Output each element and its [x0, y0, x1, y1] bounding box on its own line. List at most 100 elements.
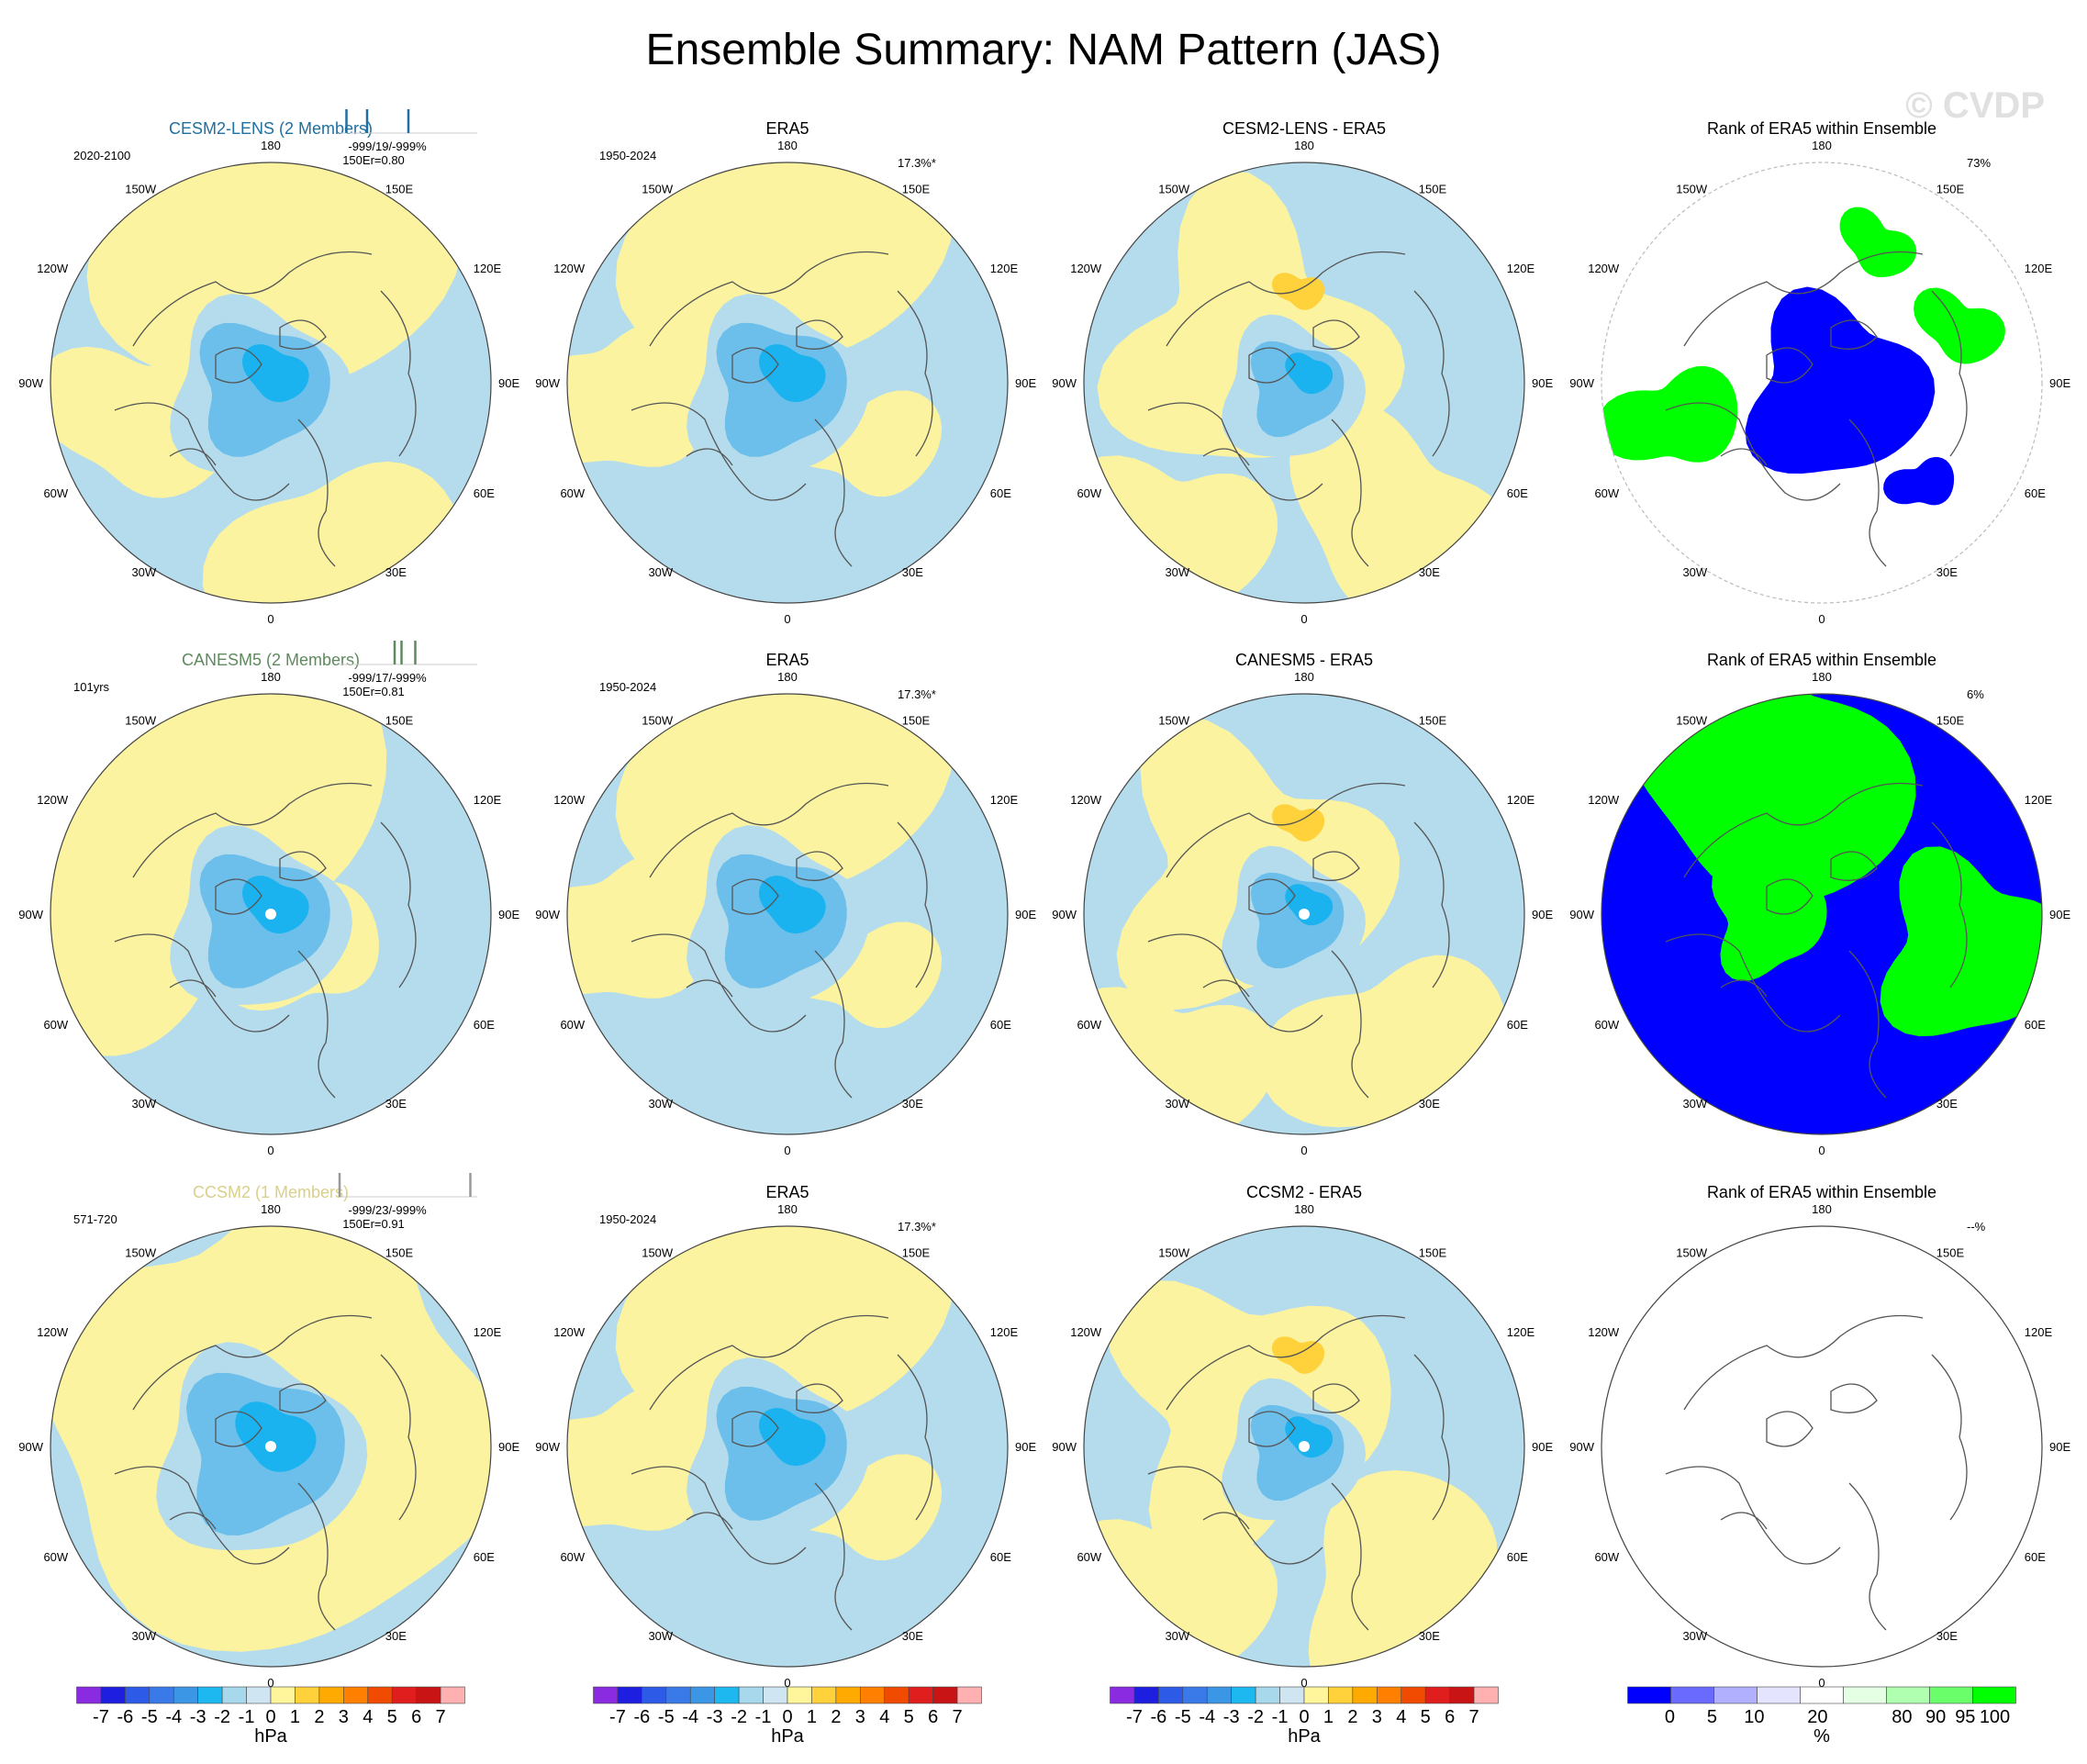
colorbar-tick-label: 5: [387, 1707, 397, 1727]
lon-label-l60: 60W: [1077, 486, 1101, 500]
lon-label-r90: 90E: [1532, 908, 1553, 921]
map-boundary: [50, 693, 492, 1135]
lon-label-top: 180: [261, 1202, 281, 1216]
lon-label-l150: 150W: [642, 714, 674, 728]
colorbar-swatch: [1929, 1686, 1973, 1704]
map-boundary: [1601, 162, 2043, 604]
lon-label-l150: 150W: [1158, 183, 1190, 196]
colorbar-tick-label: 0: [782, 1707, 792, 1727]
lon-label-bottom: 0: [1818, 612, 1825, 626]
colorbar-tick-label: 5: [1707, 1707, 1717, 1727]
colorbar-swatch: [1972, 1686, 2016, 1704]
lon-label-r30: 30E: [385, 1097, 407, 1111]
lon-label-l120: 120W: [1070, 793, 1102, 807]
colorbar-swatch: [440, 1686, 465, 1704]
lon-label-r30: 30E: [1936, 1097, 1958, 1111]
lon-label-l60: 60W: [1594, 1018, 1619, 1032]
colorbar-swatch: [617, 1686, 642, 1704]
lon-label-r90: 90E: [1015, 908, 1036, 921]
lon-label-l90: 90W: [1569, 376, 1594, 390]
map-field: [50, 694, 491, 1134]
colorbar-swatch: [76, 1686, 102, 1704]
colorbar-tick-label: -4: [1199, 1707, 1215, 1727]
member-tick-strip: [338, 1173, 477, 1198]
stats-label: -999/23/-999%: [348, 1203, 427, 1217]
period-label: 1950-2024: [599, 149, 656, 162]
lon-label-l120: 120W: [553, 793, 586, 807]
lon-label-l30: 30W: [131, 565, 156, 579]
colorbar-swatch: [665, 1686, 691, 1704]
lon-label-bottom: 0: [784, 1676, 790, 1690]
lon-label-r30: 30E: [1936, 565, 1958, 579]
colorbar-unit: hPa: [771, 1726, 804, 1747]
pole-hole: [265, 909, 276, 920]
coastline: [631, 251, 933, 567]
colorbar-swatch: [1670, 1686, 1714, 1704]
lon-label-l30: 30W: [1165, 565, 1189, 579]
lon-label-r150: 150E: [385, 714, 414, 728]
lon-label-bottom: 0: [267, 1676, 273, 1690]
variance-pct-label: 17.3%*: [898, 156, 936, 170]
colorbar-swatch: [787, 1686, 812, 1704]
rank-pct-label: 73%: [1967, 156, 1991, 170]
colorbar-tick-label: 5: [904, 1707, 914, 1727]
colorbar-swatch: [1843, 1686, 1887, 1704]
lon-label-l120: 120W: [1070, 262, 1102, 275]
panel-title: CANESM5 (2 Members): [182, 651, 360, 669]
colorbar-tick-label: -7: [609, 1707, 626, 1727]
colorbar-swatch: [1303, 1686, 1329, 1704]
colorbar-swatch: [1352, 1686, 1378, 1704]
lon-label-r60: 60E: [990, 1018, 1011, 1032]
map-field: [50, 1226, 491, 1667]
colorbar-unit: hPa: [1288, 1726, 1321, 1747]
lon-label-l30: 30W: [1682, 1629, 1707, 1643]
positive-anomaly-region: [615, 694, 954, 892]
colorbar-tick-label: -6: [1150, 1707, 1166, 1727]
lon-label-r60: 60E: [1507, 486, 1528, 500]
map-boundary: [1601, 693, 2043, 1135]
colorbar-tick-label: -2: [214, 1707, 230, 1727]
lon-label-bottom: 0: [1300, 1676, 1307, 1690]
lon-label-r30: 30E: [1419, 565, 1440, 579]
lon-label-l90: 90W: [535, 376, 560, 390]
panel-row3-model: CCSM2 (1 Members)571-720-999/23/-999%150…: [18, 1173, 519, 1690]
colorbar-tick-label: -2: [731, 1707, 747, 1727]
colorbar-unit: %: [1814, 1726, 1830, 1747]
lon-label-r30: 30E: [902, 1097, 923, 1111]
lon-label-bottom: 0: [784, 612, 790, 626]
colorbar-swatch: [1206, 1686, 1232, 1704]
lon-label-l90: 90W: [1052, 1440, 1077, 1454]
variance-pct-label: 17.3%*: [898, 687, 936, 701]
colorbar-tick-label: 6: [1445, 1707, 1455, 1727]
colorbar-tick-label: 1: [1323, 1707, 1334, 1727]
negative-anomaly-center: [242, 344, 309, 403]
lon-label-l150: 150W: [125, 183, 157, 196]
colorbar-tick-label: 2: [831, 1707, 841, 1727]
colorbar-swatch: [1627, 1686, 1671, 1704]
lon-label-l60: 60W: [1594, 486, 1619, 500]
map-boundary: [50, 1225, 492, 1668]
lon-label-r90: 90E: [1532, 1440, 1553, 1454]
colorbar-swatch: [1255, 1686, 1280, 1704]
panel-row2-model: CANESM5 (2 Members)101yrs-999/17/-999%15…: [18, 641, 519, 1157]
lon-label-r30: 30E: [1936, 1629, 1958, 1643]
lon-label-l90: 90W: [1052, 376, 1077, 390]
colorbar-swatch: [295, 1686, 320, 1704]
panel-row2-rank: Rank of ERA5 within Ensemble 6% 180 0 150W 15…: [1569, 651, 2070, 1157]
negative-anomaly-center: [759, 1408, 826, 1467]
lon-label-l30: 30W: [1165, 1097, 1189, 1111]
colorbar-tick-label: 1: [807, 1707, 817, 1727]
colorbar-tick-label: -5: [658, 1707, 675, 1727]
coastline: [1147, 251, 1450, 567]
period-label: 571-720: [73, 1212, 117, 1226]
panel-row1-model: CESM2-LENS (2 Members) 2020-2100 -999/19/-…: [18, 109, 519, 626]
colorbar-tick-label: 90: [1925, 1707, 1946, 1727]
lon-label-r120: 120E: [1507, 262, 1535, 275]
colorbar-swatch: [956, 1686, 982, 1704]
lon-label-r120: 120E: [1507, 793, 1535, 807]
lon-label-l120: 120W: [1588, 1325, 1620, 1339]
colorbar-swatch: [1473, 1686, 1499, 1704]
negative-anomaly-center: [759, 344, 826, 403]
lon-label-r60: 60E: [2025, 1550, 2046, 1564]
lon-label-l60: 60W: [560, 1018, 585, 1032]
